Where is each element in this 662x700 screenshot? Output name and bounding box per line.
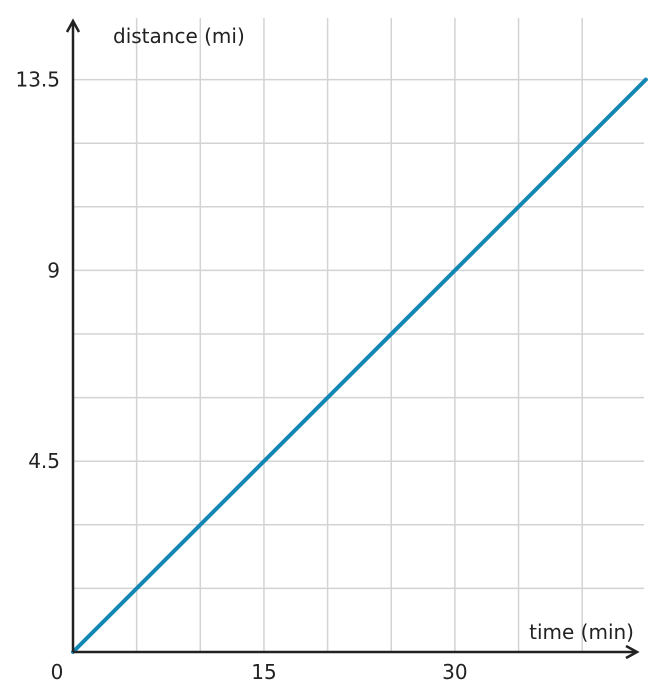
x-tick-labels: 0 15 30	[51, 660, 468, 684]
x-tick-label: 30	[442, 660, 467, 684]
y-tick-label: 4.5	[28, 449, 60, 473]
series-line	[71, 77, 648, 654]
grid	[73, 18, 644, 652]
series-layer	[71, 77, 648, 654]
y-tick-label: 9	[47, 258, 60, 282]
y-tick-labels: 4.5 9 13.5	[15, 68, 60, 474]
y-axis-label: distance (mi)	[113, 24, 245, 48]
x-tick-label: 0	[51, 660, 64, 684]
x-axis-label: time (min)	[529, 620, 634, 644]
x-axis-arrowhead	[625, 644, 640, 660]
y-axis-arrowhead	[65, 18, 81, 33]
x-tick-label: 15	[251, 660, 276, 684]
y-tick-label: 13.5	[15, 68, 60, 92]
